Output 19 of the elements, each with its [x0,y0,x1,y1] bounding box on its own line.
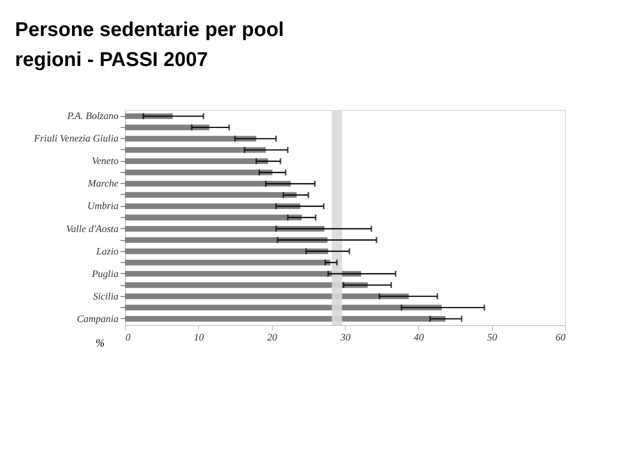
y-tick-label: P.A. Bolzano [66,111,118,122]
x-tick-label: 50 [487,332,498,344]
x-tick-label: 10 [194,332,204,344]
x-tick-label: 40 [414,332,424,344]
y-tick-label: Sicilia [92,291,118,302]
y-tick-label: Friuli Venezia Giulia [33,134,118,145]
x-tick-label: 30 [340,332,350,344]
y-tick-label: Puglia [90,268,118,280]
y-tick-label: Campania [76,314,118,325]
y-tick-label: Lazio [95,246,118,258]
x-tick-label: 60 [556,332,566,344]
y-tick-label: Valle d'Aosta [66,224,118,235]
y-tick-label: Veneto [92,156,118,168]
y-tick-label: Marche [86,178,120,190]
x-axis-title: % [96,338,105,350]
chart-title: Persone sedentarie per pool regioni - PASSI 2007 [15,19,284,71]
y-tick-label: Umbria [87,201,118,212]
x-tick-label: 20 [267,332,278,344]
x-tick-label: 0 [126,332,130,344]
